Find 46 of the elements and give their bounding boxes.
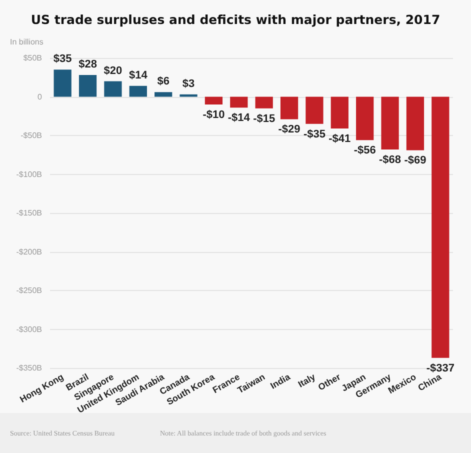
- chart-title: US trade surpluses and deficits with major partners, 2017: [30, 12, 440, 27]
- data-label: -$69: [404, 154, 426, 167]
- data-label: $20: [104, 64, 122, 77]
- y-tick-label: -$150B: [16, 208, 42, 218]
- data-label: -$41: [328, 133, 351, 146]
- bar: [255, 96, 273, 108]
- data-label: $6: [157, 76, 170, 88]
- data-label: $35: [53, 53, 72, 66]
- bar: [280, 96, 298, 120]
- bar: [230, 96, 248, 108]
- data-label: -$68: [379, 154, 402, 166]
- bar: [381, 96, 399, 150]
- y-tick-label: -$250B: [16, 286, 42, 295]
- bar: [78, 75, 97, 97]
- bar: [129, 86, 147, 97]
- data-label: $3: [182, 78, 195, 90]
- y-tick-label: -$100B: [16, 170, 42, 179]
- data-label: $28: [78, 58, 97, 71]
- x-tick-label: Other: [316, 371, 343, 392]
- data-label: $14: [128, 69, 148, 82]
- bar: [54, 70, 72, 97]
- data-label: -$29: [278, 124, 300, 136]
- y-axis-title: In billions: [10, 38, 44, 46]
- x-tick-label: India: [268, 371, 293, 391]
- bar: [330, 96, 348, 129]
- bar: [154, 92, 172, 97]
- bar: [104, 81, 122, 97]
- y-tick-label: 0: [38, 92, 43, 102]
- data-label: -$14: [228, 112, 251, 124]
- bar: [180, 94, 198, 97]
- data-label: -$10: [202, 109, 225, 121]
- bar: [406, 96, 424, 150]
- data-label: -$56: [354, 144, 376, 157]
- y-tick-label: $50B: [23, 54, 42, 62]
- data-label: -$35: [303, 128, 326, 140]
- y-tick-label: -$350B: [16, 364, 42, 372]
- bar: [432, 96, 450, 358]
- y-tick-label: -$300B: [16, 324, 42, 334]
- bar: [356, 96, 374, 140]
- bar: [204, 96, 223, 104]
- bar: [306, 96, 324, 124]
- y-tick-label: -$200B: [16, 247, 42, 256]
- x-tick-label: Italy: [296, 372, 317, 390]
- data-label: -$15: [253, 112, 276, 125]
- x-tick-label: Hong Kong: [18, 372, 66, 405]
- y-tick-label: -$50B: [20, 131, 42, 140]
